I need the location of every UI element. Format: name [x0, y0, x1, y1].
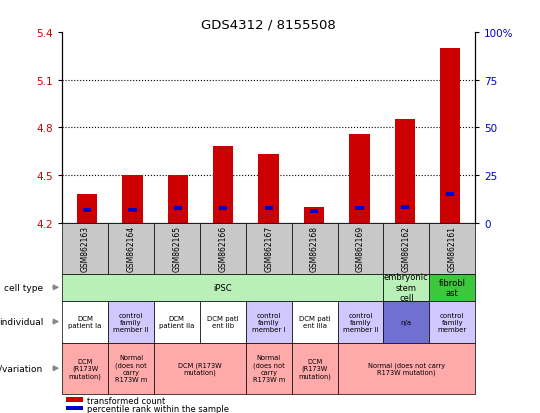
Text: cell type: cell type	[4, 283, 43, 292]
Bar	[292, 343, 338, 394]
Text: transformed count: transformed count	[87, 396, 165, 405]
Bar	[154, 343, 246, 394]
Bar	[338, 343, 475, 394]
Bar	[383, 223, 429, 274]
Text: percentile rank within the sample: percentile rank within the sample	[87, 404, 229, 413]
Text: DCM (R173W
mutation): DCM (R173W mutation)	[178, 361, 221, 375]
Text: individual: individual	[0, 317, 43, 326]
Bar	[292, 301, 338, 343]
Text: GSM862166: GSM862166	[218, 225, 227, 272]
Text: DCM
patient Ia: DCM patient Ia	[69, 315, 102, 328]
Text: genotype/variation: genotype/variation	[0, 364, 43, 373]
Bar	[66, 406, 83, 410]
Text: GSM862167: GSM862167	[264, 225, 273, 272]
Bar	[246, 223, 292, 274]
Bar	[167, 176, 188, 223]
Text: DCM
patient IIa: DCM patient IIa	[159, 315, 194, 328]
Text: iPSC: iPSC	[213, 283, 232, 292]
Text: embryonic
stem
cell: embryonic stem cell	[384, 273, 429, 302]
Bar	[62, 223, 108, 274]
Bar	[77, 195, 97, 223]
Text: DCM
(R173W
mutation): DCM (R173W mutation)	[69, 358, 102, 379]
Bar	[66, 397, 83, 402]
Bar	[122, 176, 143, 223]
Bar	[440, 49, 461, 223]
Bar	[83, 209, 91, 212]
Text: DCM pati
ent IIb: DCM pati ent IIb	[207, 315, 239, 328]
Text: n/a: n/a	[401, 319, 412, 325]
Bar	[129, 209, 137, 212]
Text: GSM862169: GSM862169	[356, 225, 365, 272]
Bar	[62, 274, 383, 301]
Bar	[395, 120, 415, 223]
Text: control
family
member: control family member	[437, 312, 467, 332]
Text: Normal
(does not
carry
R173W m: Normal (does not carry R173W m	[253, 355, 285, 382]
Bar	[429, 223, 475, 274]
Bar	[429, 301, 475, 343]
Bar	[310, 210, 318, 214]
Bar	[383, 274, 429, 301]
Bar	[62, 301, 108, 343]
Text: GSM862165: GSM862165	[172, 225, 181, 272]
Text: Normal (does not carry
R173W mutation): Normal (does not carry R173W mutation)	[368, 361, 445, 375]
Bar	[219, 207, 227, 211]
Bar	[213, 147, 233, 223]
Text: fibrobl
ast: fibrobl ast	[438, 278, 465, 297]
Text: GSM862162: GSM862162	[402, 226, 411, 272]
Bar	[246, 301, 292, 343]
Text: GSM862161: GSM862161	[448, 226, 457, 272]
Bar	[304, 207, 324, 223]
Bar	[108, 223, 154, 274]
Bar	[259, 155, 279, 223]
Bar	[383, 301, 429, 343]
Bar	[265, 207, 273, 211]
Bar	[174, 207, 182, 211]
Text: GSM862164: GSM862164	[126, 225, 136, 272]
Text: control
family
member II: control family member II	[343, 312, 378, 332]
Bar	[108, 343, 154, 394]
Bar	[355, 207, 363, 211]
Text: control
family
member I: control family member I	[252, 312, 286, 332]
Title: GDS4312 / 8155508: GDS4312 / 8155508	[201, 19, 336, 32]
Bar	[200, 223, 246, 274]
Bar	[338, 223, 383, 274]
Bar	[401, 205, 409, 209]
Bar	[246, 343, 292, 394]
Bar	[338, 301, 383, 343]
Bar	[429, 274, 475, 301]
Bar	[292, 223, 338, 274]
Bar	[349, 134, 370, 223]
Text: GSM862163: GSM862163	[80, 225, 90, 272]
Text: GSM862168: GSM862168	[310, 226, 319, 272]
Bar	[446, 192, 454, 197]
Bar	[154, 223, 200, 274]
Text: control
family
member II: control family member II	[113, 312, 148, 332]
Text: DCM pati
ent IIIa: DCM pati ent IIIa	[299, 315, 330, 328]
Bar	[154, 301, 200, 343]
Bar	[200, 301, 246, 343]
Bar	[62, 343, 108, 394]
Text: DCM
(R173W
mutation): DCM (R173W mutation)	[298, 358, 331, 379]
Bar	[108, 301, 154, 343]
Text: Normal
(does not
carry
R173W m: Normal (does not carry R173W m	[115, 355, 147, 382]
